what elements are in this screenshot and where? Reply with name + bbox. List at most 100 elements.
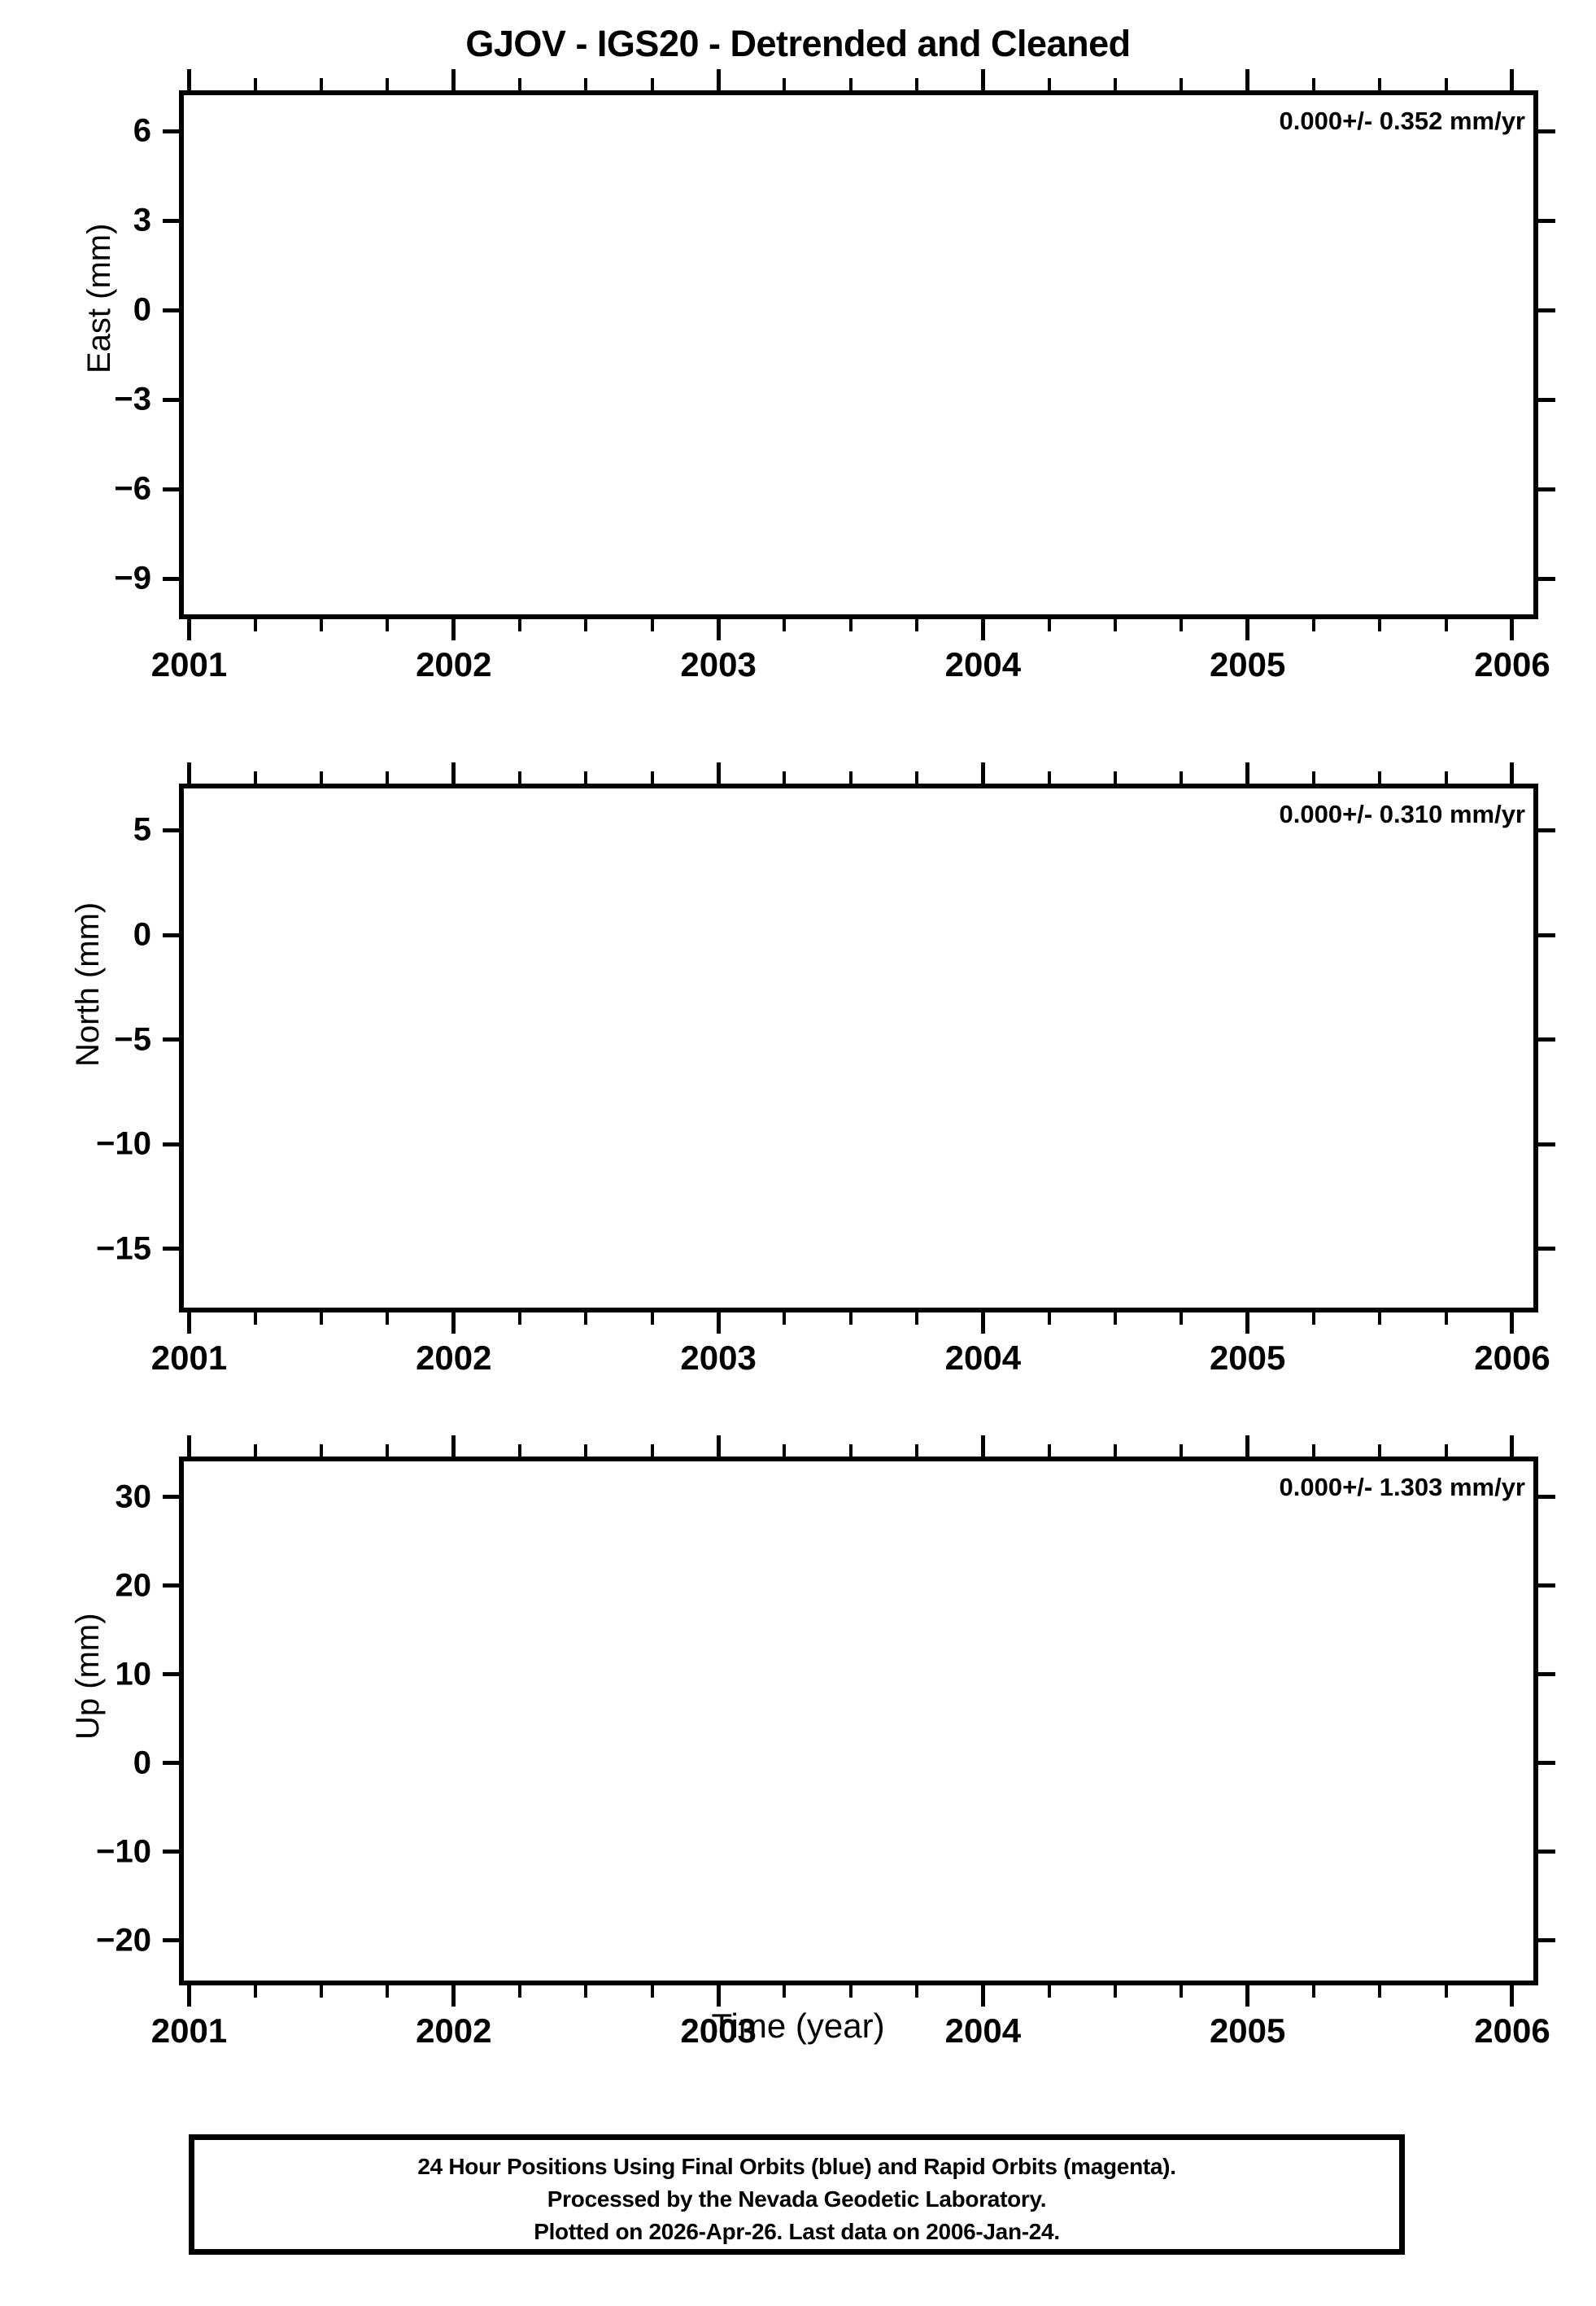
x-tick-major-east: [980, 619, 985, 640]
x-tick-major-top-east: [451, 69, 456, 90]
x-tick-minor-top-east: [1180, 78, 1184, 90]
x-tick-major-east: [716, 619, 721, 640]
x-tick-minor-top-north: [320, 771, 324, 784]
y-tick-right-east: [1538, 129, 1555, 133]
x-tick-major-up: [716, 1985, 721, 2007]
y-tick-up: [163, 1583, 180, 1588]
x-tick-label-up: 2002: [416, 2011, 492, 2050]
x-tick-label-north: 2001: [150, 1339, 228, 1377]
x-tick-minor-top-up: [1378, 1444, 1382, 1457]
x-tick-major-top-up: [980, 1435, 985, 1457]
x-tick-major-top-up: [451, 1435, 456, 1457]
y-tick-east: [163, 397, 180, 402]
x-tick-major-top-up: [1245, 1435, 1250, 1457]
x-tick-label-up: 2006: [1474, 2011, 1550, 2050]
footer-caption-box: 24 Hour Positions Using Final Orbits (bl…: [189, 2134, 1405, 2255]
y-tick-north: [163, 1037, 180, 1042]
y-tick-east: [163, 576, 180, 581]
plot-frame-north: [179, 784, 1538, 1312]
x-tick-minor-top-up: [386, 1444, 390, 1457]
y-tick-right-north: [1538, 1142, 1555, 1146]
x-tick-major-up: [187, 1985, 191, 2007]
x-tick-minor-east: [848, 619, 853, 631]
x-tick-minor-top-east: [1444, 78, 1448, 90]
x-tick-minor-up: [1180, 1985, 1184, 1998]
plot-frame-east: [179, 90, 1538, 619]
y-tick-label-north: 5: [133, 811, 151, 848]
x-tick-minor-east: [1444, 619, 1448, 631]
rate-annotation-east: 0.000+/- 0.352 mm/yr: [1279, 107, 1525, 135]
y-tick-east: [163, 129, 180, 133]
x-tick-minor-east: [386, 619, 390, 631]
x-tick-minor-top-up: [1114, 1444, 1118, 1457]
x-tick-minor-top-up: [915, 1444, 919, 1457]
x-tick-minor-north: [1114, 1312, 1118, 1325]
y-tick-right-up: [1538, 1495, 1555, 1500]
x-tick-minor-top-north: [915, 771, 919, 784]
rate-annotation-north: 0.000+/- 0.310 mm/yr: [1279, 800, 1525, 828]
y-tick-label-east: 0: [133, 291, 151, 328]
y-tick-up: [163, 1495, 180, 1500]
y-tick-label-up: 20: [115, 1567, 152, 1604]
x-tick-minor-top-north: [650, 771, 654, 784]
x-tick-major-top-north: [1245, 762, 1250, 784]
x-tick-label-east: 2004: [944, 645, 1022, 684]
y-tick-east: [163, 487, 180, 491]
x-tick-major-top-north: [980, 762, 985, 784]
x-tick-minor-east: [1180, 619, 1184, 631]
x-tick-major-up: [1245, 1985, 1250, 2007]
x-tick-minor-north: [518, 1312, 522, 1325]
x-tick-minor-top-east: [1378, 78, 1382, 90]
y-tick-label-up: −20: [96, 1922, 151, 1959]
x-tick-minor-up: [1444, 1985, 1448, 1998]
x-tick-minor-top-north: [518, 771, 522, 784]
x-tick-minor-top-north: [386, 771, 390, 784]
x-tick-label-north: 2004: [944, 1339, 1022, 1377]
x-tick-major-top-up: [187, 1435, 191, 1457]
x-tick-minor-east: [1047, 619, 1051, 631]
x-tick-minor-top-north: [1444, 771, 1448, 784]
x-tick-minor-top-east: [650, 78, 654, 90]
x-tick-minor-top-up: [1312, 1444, 1315, 1457]
y-axis-title-up: Up (mm): [70, 1612, 106, 1740]
y-tick-label-east: 6: [133, 112, 151, 149]
x-tick-minor-top-north: [253, 771, 257, 784]
x-tick-minor-east: [650, 619, 654, 631]
x-tick-minor-north: [253, 1312, 257, 1325]
x-tick-major-top-up: [1510, 1435, 1515, 1457]
x-tick-minor-north: [848, 1312, 853, 1325]
x-tick-major-north: [1510, 1312, 1515, 1334]
x-tick-major-north: [980, 1312, 985, 1334]
x-tick-minor-up: [386, 1985, 390, 1998]
x-tick-minor-up: [1114, 1985, 1118, 1998]
y-tick-north: [163, 932, 180, 937]
x-tick-minor-east: [1378, 619, 1382, 631]
x-axis-title: Time (year): [711, 2007, 885, 2045]
x-tick-minor-top-east: [1114, 78, 1118, 90]
x-tick-minor-top-up: [1180, 1444, 1184, 1457]
x-tick-label-up: 2003: [680, 2011, 757, 2050]
x-tick-major-top-north: [451, 762, 456, 784]
y-tick-right-up: [1538, 1583, 1555, 1588]
x-tick-label-north: 2006: [1474, 1339, 1550, 1377]
x-tick-minor-north: [650, 1312, 654, 1325]
x-tick-minor-east: [783, 619, 787, 631]
y-tick-label-north: −15: [96, 1230, 151, 1267]
y-tick-right-east: [1538, 487, 1555, 491]
x-tick-major-north: [187, 1312, 191, 1334]
x-tick-minor-top-north: [1378, 771, 1382, 784]
y-tick-label-up: 0: [133, 1745, 151, 1781]
x-tick-label-up: 2001: [150, 2011, 228, 2050]
plot-frame-up: [179, 1457, 1538, 1985]
x-tick-minor-east: [518, 619, 522, 631]
x-tick-minor-top-up: [1444, 1444, 1448, 1457]
x-tick-major-top-east: [716, 69, 721, 90]
x-tick-major-east: [451, 619, 456, 640]
x-tick-label-north: 2003: [680, 1339, 757, 1377]
x-tick-minor-top-east: [848, 78, 853, 90]
x-tick-minor-east: [915, 619, 919, 631]
footer-line-1: 24 Hour Positions Using Final Orbits (bl…: [417, 2154, 1176, 2179]
